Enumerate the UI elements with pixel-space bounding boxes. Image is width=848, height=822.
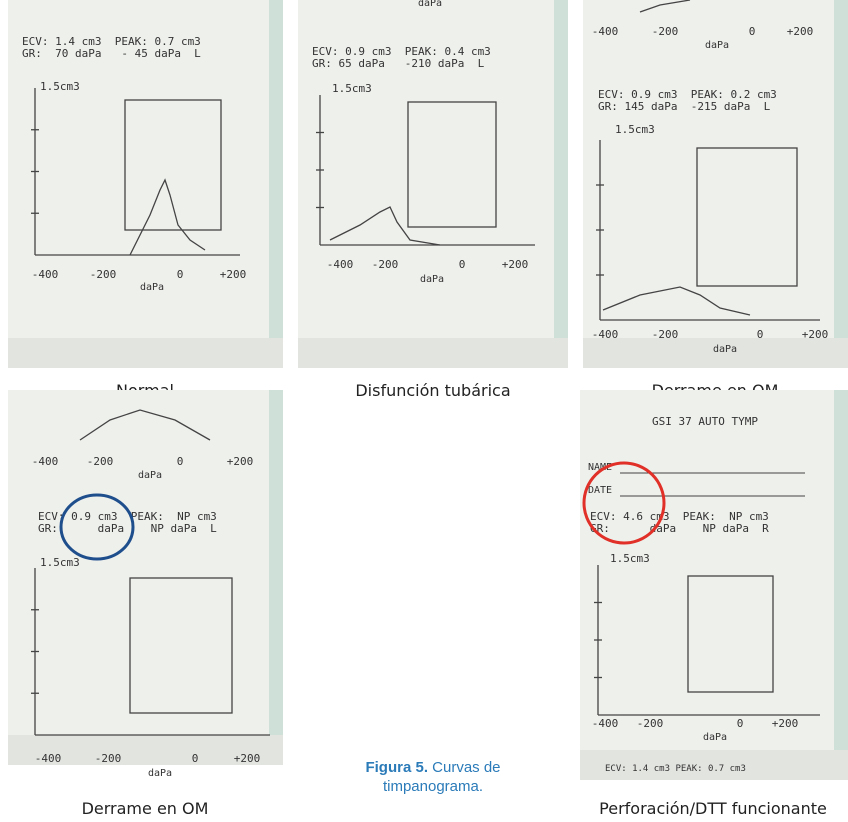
top-tick-label: 0	[749, 25, 756, 38]
printout-header: GSI 37 AUTO TYMP	[652, 415, 758, 428]
readout-line: GR: daPa NP daPa L	[38, 522, 217, 535]
x-unit: daPa	[713, 344, 737, 355]
x-tick-label: +200	[220, 268, 247, 281]
x-unit: daPa	[148, 768, 172, 779]
paper-edge	[554, 0, 568, 368]
x-tick-label: -200	[95, 752, 122, 765]
printout-field: DATE	[588, 485, 612, 496]
x-tick-label: 0	[757, 328, 764, 341]
readout-line: GR: 65 daPa -210 daPa L	[312, 57, 485, 70]
readout-line: GR: 145 daPa -215 daPa L	[598, 100, 771, 113]
top-tick-label: +200	[227, 455, 254, 468]
top-tick-label: 0	[177, 455, 184, 468]
top-tick-label: +200	[787, 25, 814, 38]
x-tick-label: +200	[502, 258, 529, 271]
scale-label: 1.5cm3	[615, 123, 655, 136]
x-tick-label: -200	[652, 328, 679, 341]
top-unit: daPa	[418, 0, 442, 9]
figure-caption: Figura 5. Curvas de timpanograma.	[338, 758, 528, 796]
x-tick-label: 0	[177, 268, 184, 281]
top-tick-label: -400	[592, 25, 619, 38]
photo-shade	[8, 338, 283, 368]
photo-shade	[298, 338, 568, 368]
top-unit: daPa	[138, 470, 162, 481]
photo	[580, 390, 848, 780]
figure-label: Figura 5.	[365, 759, 428, 776]
x-tick-label: 0	[192, 752, 199, 765]
x-tick-label: -400	[592, 328, 619, 341]
x-unit: daPa	[703, 732, 727, 743]
readout-line: GR: 70 daPa - 45 daPa L	[22, 47, 201, 60]
x-tick-label: 0	[737, 717, 744, 730]
x-unit: daPa	[140, 282, 164, 293]
paper-edge	[834, 0, 848, 368]
scale-label: 1.5cm3	[332, 82, 372, 95]
top-tick-label: -400	[32, 455, 59, 468]
x-tick-label: -200	[90, 268, 117, 281]
paper-edge	[269, 390, 283, 765]
x-tick-label: -400	[32, 268, 59, 281]
x-tick-label: +200	[802, 328, 829, 341]
top-tick-label: -200	[87, 455, 114, 468]
figure: ECV: 1.4 cm3 PEAK: 0.7 cm3 GR: 70 daPa - …	[0, 0, 848, 822]
panel-caption: Derrame en OM	[82, 799, 209, 818]
x-tick-label: +200	[772, 717, 799, 730]
x-tick-label: -400	[592, 717, 619, 730]
x-tick-label: -200	[637, 717, 664, 730]
paper-edge	[269, 0, 283, 368]
scale-label: 1.5cm3	[40, 556, 80, 569]
page: ECV: 1.4 cm3 PEAK: 0.7 cm3 GR: 70 daPa - …	[0, 0, 848, 822]
panel-caption: Perforación/DTT funcionante	[599, 799, 827, 818]
top-tick-label: -200	[652, 25, 679, 38]
panel-caption: Disfunción tubárica	[355, 381, 510, 400]
scale-label: 1.5cm3	[610, 552, 650, 565]
x-tick-label: +200	[234, 752, 261, 765]
photo	[583, 0, 848, 368]
paper-edge	[834, 390, 848, 780]
x-tick-label: -400	[35, 752, 62, 765]
x-unit: daPa	[420, 274, 444, 285]
readout-line: GR: daPa NP daPa R	[590, 522, 769, 535]
x-tick-label: 0	[459, 258, 466, 271]
x-tick-label: -400	[327, 258, 354, 271]
top-unit: daPa	[705, 40, 729, 51]
x-tick-label: -200	[372, 258, 399, 271]
scale-label: 1.5cm3	[40, 80, 80, 93]
printout-footer: ECV: 1.4 cm3 PEAK: 0.7 cm3	[605, 764, 746, 774]
